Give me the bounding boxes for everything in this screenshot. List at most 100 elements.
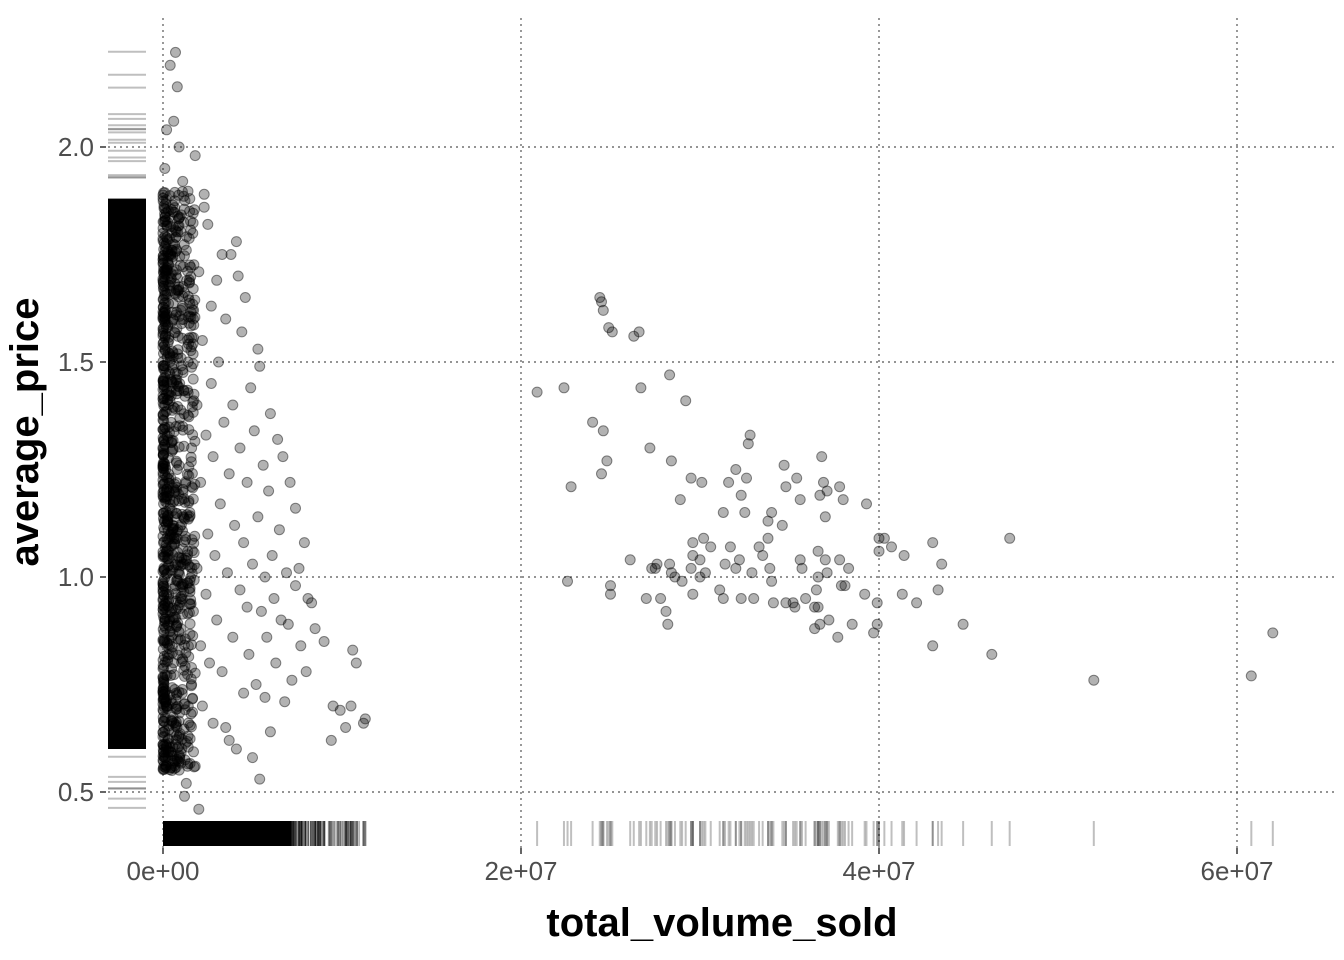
data-point	[161, 700, 173, 712]
data-point	[159, 187, 171, 199]
data-point	[158, 674, 170, 686]
data-point	[157, 458, 169, 470]
data-point	[986, 648, 998, 660]
data-point	[170, 421, 182, 432]
data-point	[158, 290, 170, 302]
data-point	[161, 740, 173, 751]
data-point	[173, 385, 185, 397]
data-point	[184, 193, 196, 205]
data-point	[170, 716, 182, 728]
data-point	[163, 468, 174, 480]
data-point	[158, 755, 169, 767]
data-point	[223, 734, 235, 746]
data-point	[179, 195, 191, 207]
data-point	[167, 238, 179, 250]
data-point	[163, 738, 175, 750]
data-point	[167, 750, 179, 761]
data-point	[163, 545, 175, 557]
data-point	[177, 525, 188, 537]
data-point	[649, 562, 661, 574]
data-point	[159, 163, 171, 174]
data-point	[178, 216, 190, 228]
data-point	[187, 217, 199, 229]
data-point	[159, 264, 171, 276]
data-point	[809, 623, 821, 635]
data-point	[160, 463, 172, 475]
data-point	[157, 216, 169, 228]
data-point	[334, 704, 346, 716]
data-point	[158, 627, 170, 639]
data-point	[171, 464, 183, 475]
data-point	[238, 687, 250, 699]
data-point	[157, 698, 169, 710]
data-point	[171, 507, 182, 519]
data-point	[209, 550, 221, 561]
data-point	[158, 363, 170, 375]
data-point	[158, 216, 170, 228]
data-point	[170, 231, 182, 243]
data-point	[157, 739, 169, 751]
data-point	[158, 463, 170, 475]
data-point	[160, 367, 172, 379]
data-point	[814, 618, 826, 630]
data-point	[179, 754, 191, 766]
data-point	[159, 310, 171, 322]
data-point	[167, 741, 179, 753]
data-point	[158, 424, 170, 435]
data-point	[187, 358, 199, 370]
data-point	[177, 424, 189, 436]
data-point	[186, 662, 197, 673]
data-point	[558, 382, 570, 394]
grid-lines	[108, 18, 1336, 850]
data-point	[164, 248, 176, 260]
data-point	[158, 491, 170, 503]
data-point	[183, 495, 195, 507]
data-point	[665, 567, 677, 579]
data-point	[185, 271, 197, 283]
data-point	[166, 716, 178, 727]
data-point	[184, 575, 196, 587]
data-point	[171, 533, 183, 544]
data-point	[189, 478, 201, 490]
data-point	[159, 422, 171, 434]
data-point	[603, 322, 615, 334]
data-point	[698, 532, 710, 544]
data-point	[166, 749, 178, 761]
data-point	[167, 549, 179, 561]
data-point	[164, 689, 175, 701]
data-point	[165, 670, 177, 681]
data-point	[174, 728, 186, 740]
data-point	[183, 338, 194, 350]
data-point	[172, 401, 184, 412]
data-point	[531, 386, 543, 398]
data-point	[172, 344, 184, 356]
data-point	[175, 404, 187, 416]
data-point	[250, 679, 262, 690]
data-point	[605, 588, 616, 600]
data-point	[177, 367, 189, 378]
data-point	[171, 721, 183, 733]
data-point	[651, 558, 663, 570]
data-point	[181, 275, 193, 287]
data-point	[183, 470, 195, 481]
data-point	[166, 663, 177, 675]
data-point	[187, 283, 199, 295]
data-point	[158, 379, 170, 391]
data-point	[167, 482, 179, 494]
data-point	[162, 205, 174, 217]
data-point	[160, 700, 172, 712]
data-point	[252, 511, 264, 523]
data-point	[167, 522, 179, 534]
x-rug	[163, 821, 1274, 846]
data-point	[158, 715, 169, 727]
data-point	[162, 733, 174, 745]
data-point	[186, 401, 198, 413]
data-point	[157, 474, 169, 486]
data-point	[183, 411, 195, 423]
data-point	[182, 387, 194, 399]
data-point	[157, 685, 169, 697]
data-point	[164, 368, 176, 380]
data-point	[177, 579, 189, 591]
data-point	[196, 335, 208, 346]
data-point	[186, 534, 198, 546]
